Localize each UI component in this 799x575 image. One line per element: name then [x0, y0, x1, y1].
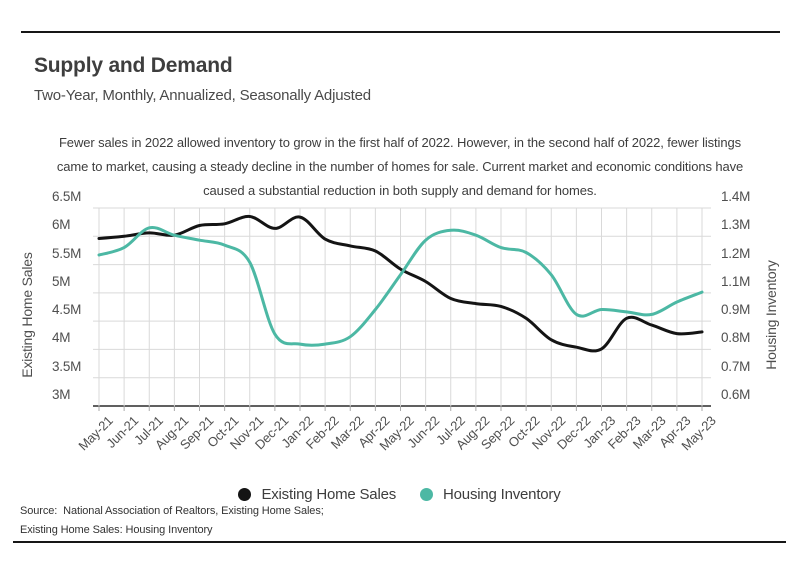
source-line-2: Existing Home Sales: Housing Inventory [20, 524, 213, 536]
top-divider [21, 31, 780, 33]
legend-item: Housing Inventory [420, 486, 561, 503]
right-axis-tick-label: 1.3M [721, 217, 751, 233]
right-axis-tick-label: 1.2M [721, 245, 751, 261]
left-axis-tick-label: 5.5M [52, 245, 82, 261]
legend-item: Existing Home Sales [238, 486, 396, 503]
chart-legend: Existing Home Sales Housing Inventory [0, 486, 799, 503]
source-line-1: Source: National Association of Realtors… [20, 505, 324, 517]
bottom-divider [13, 541, 786, 543]
legend-label: Existing Home Sales [261, 486, 397, 503]
legend-dot-icon [420, 488, 434, 501]
page-title: Supply and Demand [34, 54, 233, 77]
right-axis-tick-label: 0.7M [721, 358, 751, 374]
chart-annotation: Fewer sales in 2022 allowed inventory to… [56, 135, 744, 198]
left-axis-tick-label: 3M [52, 387, 71, 402]
series-line-existing-home-sales [97, 214, 704, 353]
left-axis-tick-label: 4.5M [52, 302, 82, 318]
right-axis-tick-label: 0.9M [721, 302, 751, 318]
left-axis-tick-label: 6.5M [52, 189, 82, 204]
left-axis-tick-label: 4M [52, 330, 71, 346]
left-axis-tick-label: 6M [52, 217, 71, 233]
legend-label: Housing Inventory [443, 486, 561, 503]
right-axis-tick-label: 0.6M [721, 387, 751, 402]
chart-subtitle: Two-Year, Monthly, Annualized, Seasonall… [34, 87, 371, 104]
right-axis-tick-label: 0.8M [721, 330, 751, 346]
left-axis-tick-label: 5M [52, 273, 71, 289]
left-axis-tick-label: 3.5M [52, 358, 82, 374]
legend-dot-icon [238, 488, 252, 501]
series-line-housing-inventory [97, 225, 704, 347]
right-axis-tick-label: 1.1M [721, 273, 751, 289]
source-note: Source: National Association of Realtors… [20, 505, 324, 536]
right-axis-tick-label: 1.4M [721, 189, 751, 204]
